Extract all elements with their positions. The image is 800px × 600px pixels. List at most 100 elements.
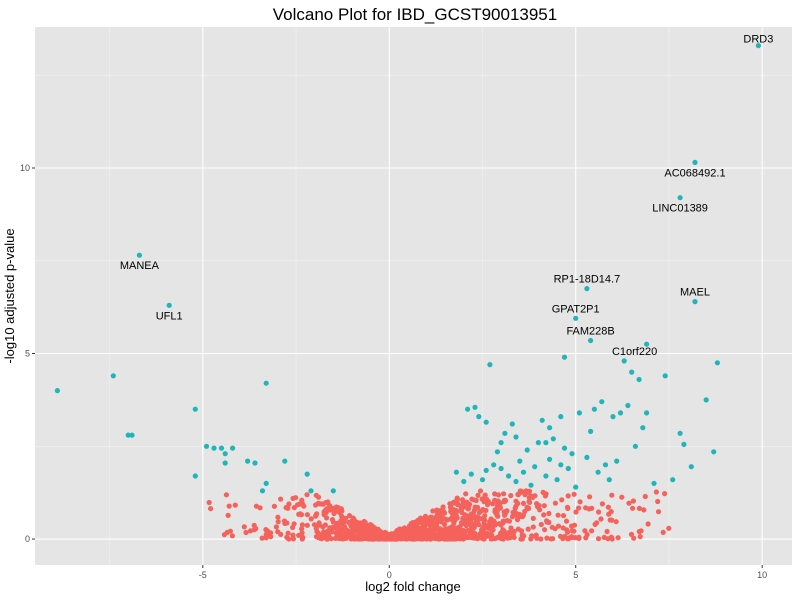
point-not-significant bbox=[511, 534, 517, 541]
point-not-significant bbox=[498, 522, 504, 528]
point-significant bbox=[453, 469, 459, 475]
gene-label: LINC01389 bbox=[652, 203, 708, 215]
point-not-significant bbox=[599, 501, 606, 507]
point-not-significant bbox=[565, 493, 571, 499]
point-not-significant bbox=[435, 516, 441, 522]
point-not-significant bbox=[428, 532, 434, 538]
point-not-significant bbox=[559, 497, 565, 503]
point-not-significant bbox=[352, 536, 358, 542]
point-significant bbox=[218, 445, 225, 451]
point-not-significant bbox=[533, 532, 539, 538]
point-significant bbox=[125, 432, 131, 438]
point-not-significant bbox=[512, 505, 518, 511]
point-not-significant bbox=[630, 505, 636, 511]
point-not-significant bbox=[475, 514, 481, 520]
point-not-significant bbox=[541, 512, 547, 518]
point-labeled bbox=[692, 299, 698, 305]
point-significant bbox=[617, 410, 624, 416]
point-significant bbox=[636, 376, 642, 383]
point-not-significant bbox=[518, 528, 525, 534]
point-not-significant bbox=[524, 504, 530, 510]
point-not-significant bbox=[569, 528, 575, 534]
axis-ticks: -5 0 5 10 0 5 10 bbox=[20, 163, 767, 580]
point-significant bbox=[192, 473, 198, 479]
point-significant bbox=[629, 369, 635, 375]
point-significant bbox=[330, 488, 336, 494]
point-significant bbox=[513, 478, 519, 485]
point-not-significant bbox=[437, 536, 443, 542]
point-not-significant bbox=[660, 529, 666, 536]
point-not-significant bbox=[626, 500, 632, 506]
point-significant bbox=[222, 460, 228, 466]
point-not-significant bbox=[251, 527, 257, 533]
point-significant bbox=[714, 360, 721, 366]
point-not-significant bbox=[513, 498, 519, 504]
point-not-significant bbox=[615, 535, 621, 541]
point-not-significant bbox=[461, 515, 467, 521]
point-not-significant bbox=[546, 510, 552, 517]
point-not-significant bbox=[408, 532, 414, 538]
point-significant bbox=[547, 456, 553, 462]
point-not-significant bbox=[552, 526, 558, 532]
point-not-significant bbox=[642, 493, 648, 500]
point-not-significant bbox=[316, 522, 323, 528]
point-not-significant bbox=[316, 530, 322, 536]
point-not-significant bbox=[530, 515, 536, 522]
point-not-significant bbox=[662, 491, 668, 497]
point-not-significant bbox=[497, 500, 503, 506]
point-not-significant bbox=[343, 535, 349, 541]
point-not-significant bbox=[573, 509, 579, 515]
point-not-significant bbox=[501, 491, 507, 497]
point-not-significant bbox=[342, 524, 348, 530]
point-significant bbox=[245, 458, 251, 464]
point-significant bbox=[491, 462, 497, 468]
point-not-significant bbox=[565, 505, 571, 511]
point-not-significant bbox=[500, 518, 506, 524]
point-not-significant bbox=[630, 498, 637, 504]
point-not-significant bbox=[508, 525, 514, 531]
point-not-significant bbox=[666, 525, 672, 531]
point-not-significant bbox=[320, 501, 326, 507]
point-not-significant bbox=[417, 530, 423, 537]
point-not-significant bbox=[473, 518, 480, 524]
x-tick-label: 10 bbox=[757, 570, 767, 580]
point-significant bbox=[472, 404, 478, 410]
point-not-significant bbox=[555, 512, 561, 518]
point-significant bbox=[662, 373, 668, 379]
point-significant bbox=[573, 484, 579, 490]
point-significant bbox=[517, 458, 523, 464]
point-not-significant bbox=[301, 503, 307, 509]
point-not-significant bbox=[473, 497, 479, 504]
point-not-significant bbox=[537, 507, 543, 513]
point-significant bbox=[610, 414, 616, 420]
point-not-significant bbox=[604, 528, 610, 535]
point-not-significant bbox=[352, 526, 358, 533]
point-labeled bbox=[573, 315, 579, 321]
point-not-significant bbox=[529, 534, 535, 540]
point-not-significant bbox=[566, 535, 573, 541]
x-tick-label: 0 bbox=[387, 570, 392, 580]
point-significant bbox=[681, 441, 687, 447]
point-not-significant bbox=[299, 522, 305, 528]
point-not-significant bbox=[308, 516, 314, 522]
point-significant bbox=[259, 488, 266, 494]
point-not-significant bbox=[296, 501, 302, 507]
point-not-significant bbox=[506, 529, 512, 536]
point-significant bbox=[621, 358, 627, 364]
point-not-significant bbox=[655, 509, 662, 515]
point-significant bbox=[129, 432, 135, 438]
point-not-significant bbox=[225, 512, 231, 519]
point-not-significant bbox=[507, 535, 513, 541]
point-not-significant bbox=[538, 536, 544, 542]
point-not-significant bbox=[398, 526, 404, 532]
point-significant bbox=[565, 465, 571, 472]
point-not-significant bbox=[206, 499, 212, 506]
point-not-significant bbox=[402, 534, 408, 540]
point-not-significant bbox=[609, 517, 615, 523]
point-not-significant bbox=[447, 536, 453, 542]
point-not-significant bbox=[390, 533, 396, 539]
point-not-significant bbox=[429, 520, 435, 526]
point-not-significant bbox=[465, 534, 471, 541]
point-not-significant bbox=[425, 528, 431, 534]
point-not-significant bbox=[577, 499, 583, 505]
